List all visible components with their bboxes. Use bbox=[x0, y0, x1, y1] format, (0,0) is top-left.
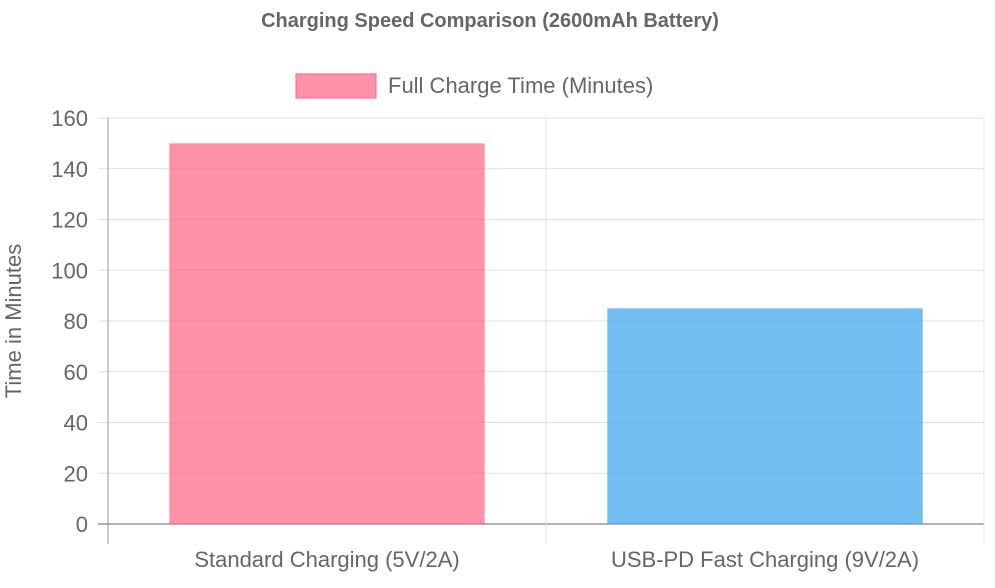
y-tick-label: 160 bbox=[51, 106, 88, 131]
y-tick-label: 100 bbox=[51, 258, 88, 283]
legend[interactable]: Full Charge Time (Minutes) bbox=[295, 73, 653, 99]
y-tick-label: 20 bbox=[64, 461, 88, 486]
y-axis-ticks: 0 20 40 60 80 100 120 140 160 bbox=[51, 106, 88, 537]
y-tick-label: 0 bbox=[76, 512, 88, 537]
x-tick-label: USB-PD Fast Charging (9V/2A) bbox=[611, 547, 919, 572]
bars bbox=[169, 143, 923, 524]
y-tick-label: 140 bbox=[51, 157, 88, 182]
y-tick-label: 60 bbox=[64, 360, 88, 385]
x-axis-ticks: Standard Charging (5V/2A) USB-PD Fast Cha… bbox=[194, 547, 919, 572]
y-tick-label: 120 bbox=[51, 208, 88, 233]
y-axis-title: Time in Minutes bbox=[1, 244, 26, 398]
y-tick-label: 80 bbox=[64, 309, 88, 334]
legend-swatch bbox=[295, 73, 377, 99]
x-tick-label: Standard Charging (5V/2A) bbox=[194, 547, 459, 572]
y-tick-label: 40 bbox=[64, 411, 88, 436]
bar[interactable] bbox=[607, 308, 923, 524]
chart-title: Charging Speed Comparison (2600mAh Batte… bbox=[261, 10, 719, 32]
legend-label: Full Charge Time (Minutes) bbox=[388, 73, 653, 98]
bar[interactable] bbox=[169, 143, 485, 524]
